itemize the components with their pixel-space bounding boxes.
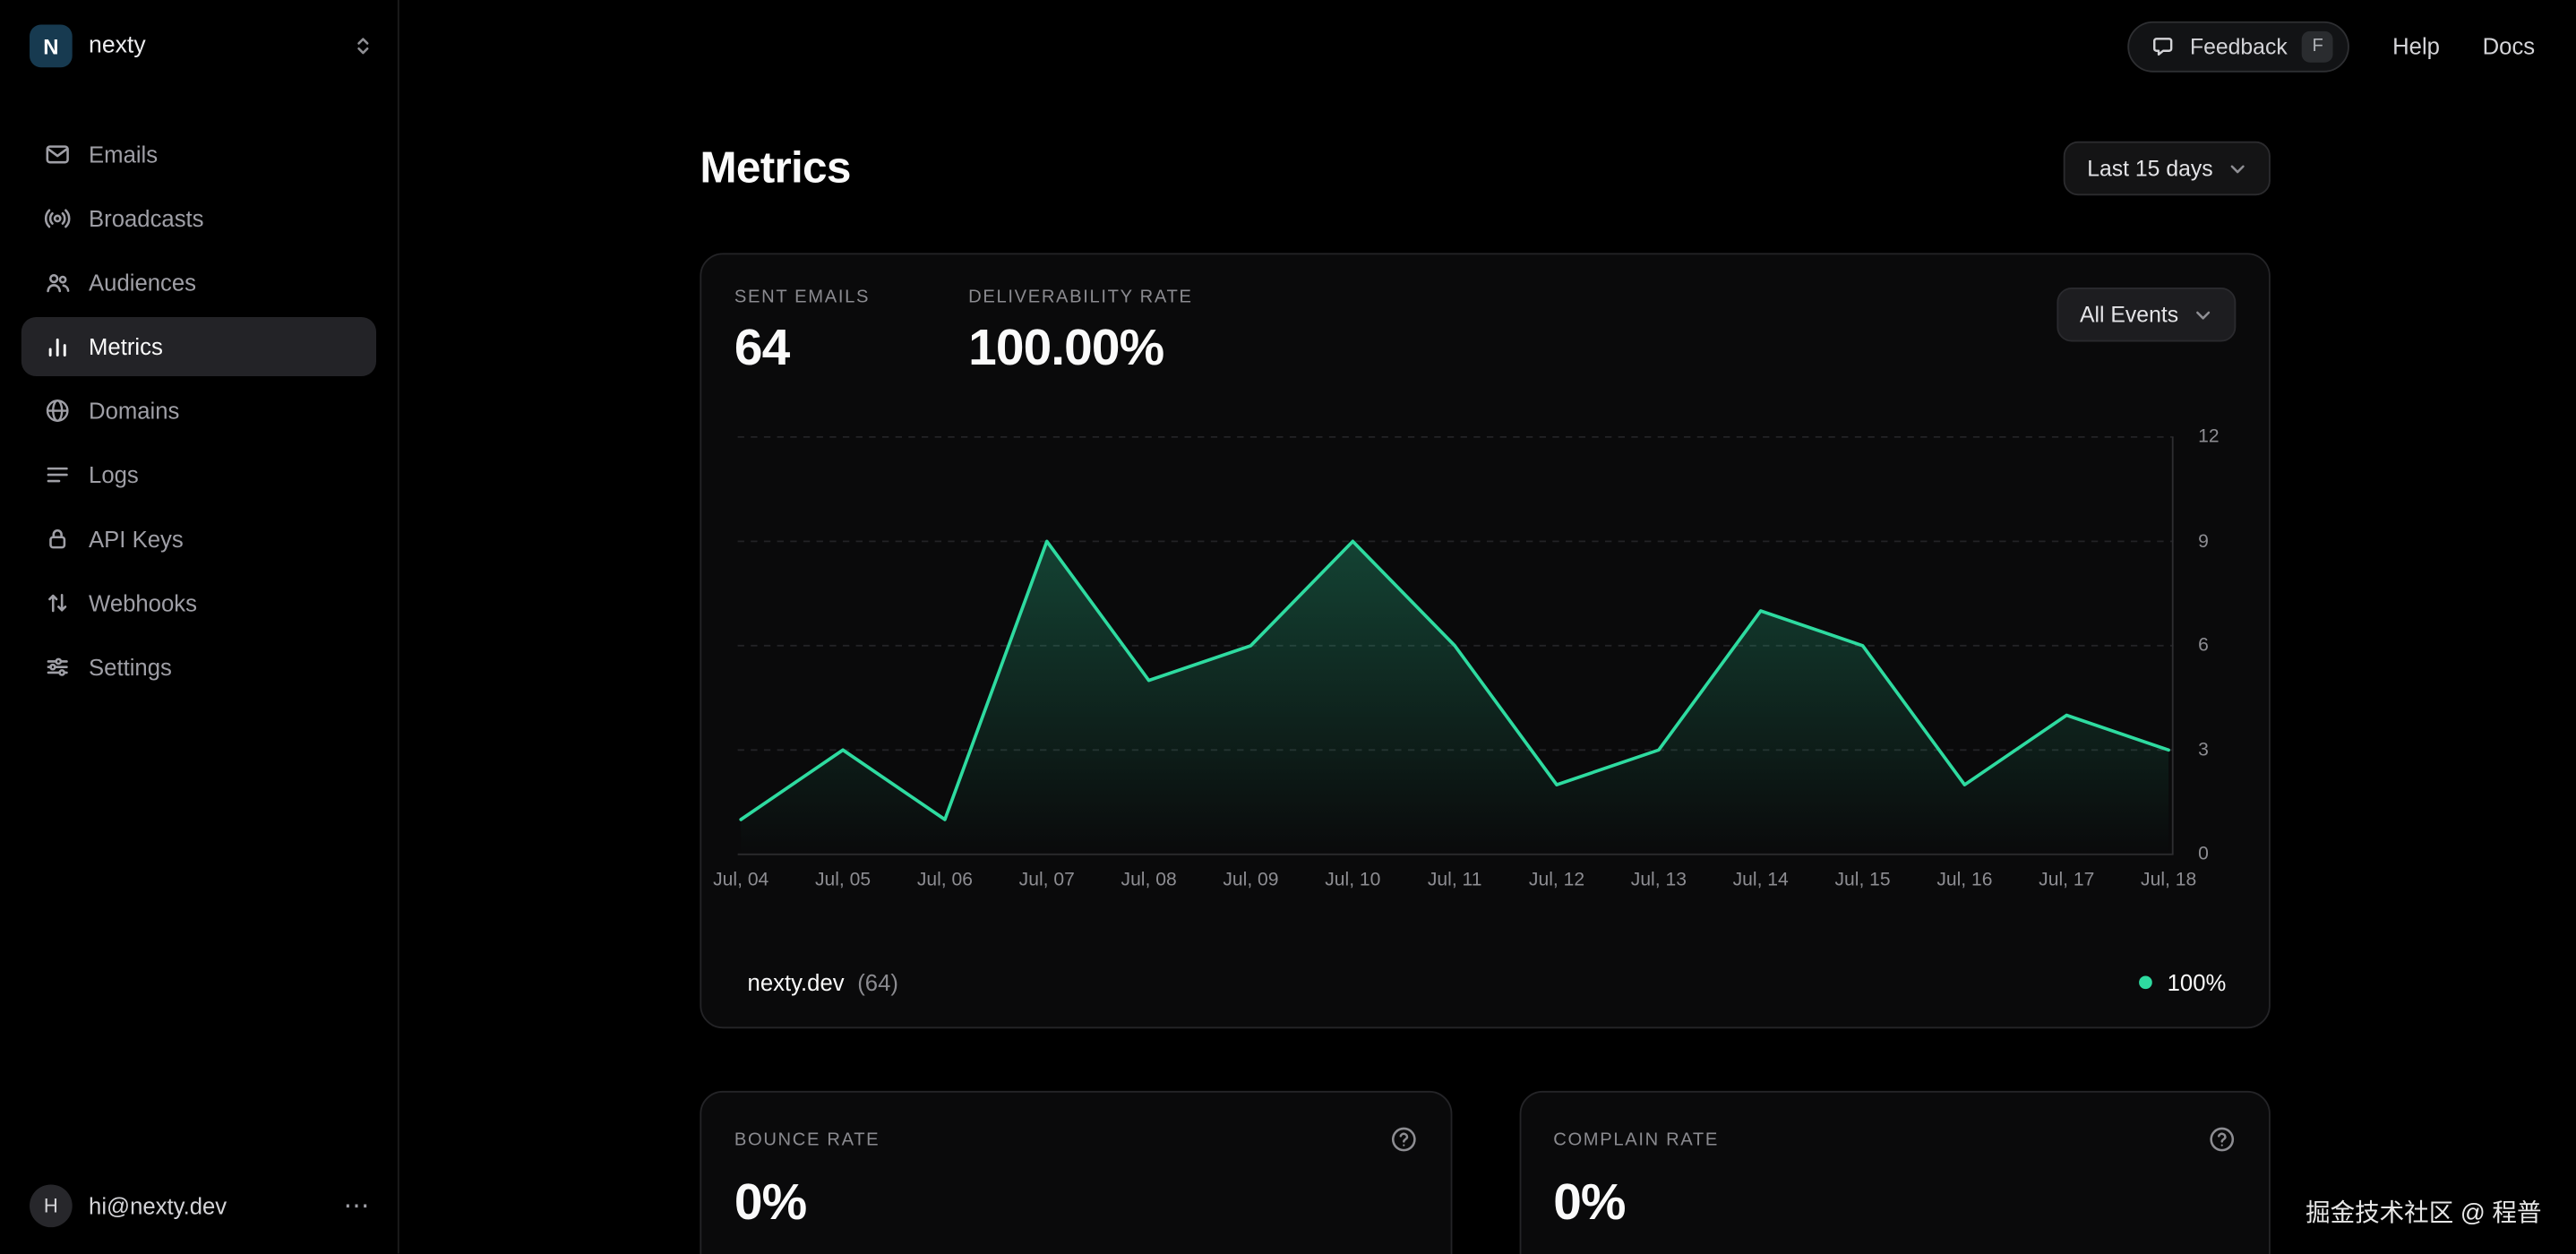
workspace-switcher[interactable]: N nexty [0, 0, 398, 92]
x-axis-labels: Jul, 04 Jul, 05 Jul, 06 Jul, 07 Jul, 08 Jul, … [713, 871, 2196, 900]
sidebar-item-label: Logs [89, 461, 139, 488]
y-tick-label: 0 [2198, 844, 2209, 864]
chart-legend: nexty.dev (64) 100% [734, 969, 2236, 995]
topbar: Feedback F Help Docs [399, 0, 2576, 92]
y-tick-label: 6 [2198, 635, 2209, 656]
docs-link[interactable]: Docs [2482, 32, 2536, 60]
sidebar-item-audiences[interactable]: Audiences [21, 253, 376, 312]
emails-area-chart: 0 3 6 9 12 Jul, 04 Jul, 05 Jul, 06 Jul, 07 Jul, … [713, 417, 2239, 904]
user-avatar: H [30, 1184, 73, 1228]
y-axis-labels: 0 3 6 9 12 [2186, 417, 2239, 864]
main-area: Feedback F Help Docs Metrics Last 15 day… [399, 0, 2576, 1254]
x-tick-label: Jul, 12 [1528, 871, 1585, 891]
y-tick-label: 3 [2198, 740, 2209, 760]
sent-emails-stat: SENT EMAILS 64 [734, 288, 870, 378]
feedback-button[interactable]: Feedback F [2127, 20, 2350, 72]
x-tick-label: Jul, 04 [713, 871, 769, 891]
bounce-rate-label: BOUNCE RATE [734, 1129, 880, 1150]
sidebar-item-api-keys[interactable]: API Keys [21, 510, 376, 569]
x-tick-label: Jul, 10 [1325, 871, 1381, 891]
users-icon [45, 270, 71, 296]
brand-logo: N [30, 24, 73, 68]
legend-count: (64) [857, 969, 898, 996]
feedback-label: Feedback [2189, 33, 2288, 59]
sidebar-item-label: Metrics [89, 333, 163, 360]
x-tick-label: Jul, 05 [814, 871, 872, 891]
bounce-rate-card: BOUNCE RATE 0% [700, 1090, 1452, 1254]
sidebar-item-metrics[interactable]: Metrics [21, 316, 377, 377]
bar-chart-icon [45, 333, 71, 359]
sidebar-item-label: Audiences [89, 269, 196, 296]
x-tick-label: Jul, 15 [1834, 871, 1891, 891]
arrows-up-down-icon [45, 589, 71, 615]
help-circle-icon[interactable] [1389, 1125, 1417, 1153]
workspace-name: nexty [89, 32, 146, 60]
sidebar-item-emails[interactable]: Emails [21, 125, 376, 184]
sent-emails-value: 64 [734, 318, 790, 377]
y-tick-label: 9 [2198, 531, 2209, 552]
legend-percent: 100% [2167, 969, 2227, 996]
bounce-rate-value: 0% [734, 1172, 807, 1231]
sidebar: N nexty Emails Broadcasts [0, 0, 399, 1254]
envelope-icon [45, 142, 71, 167]
sidebar-item-label: Broadcasts [89, 205, 204, 232]
sidebar-item-logs[interactable]: Logs [21, 445, 376, 504]
user-email: hi@nexty.dev [89, 1193, 228, 1220]
date-range-select[interactable]: Last 15 days [2064, 141, 2271, 196]
help-circle-icon[interactable] [2208, 1125, 2236, 1153]
globe-icon [45, 398, 71, 424]
legend-domain: nexty.dev [747, 969, 845, 996]
x-tick-label: Jul, 07 [1018, 871, 1075, 891]
y-tick-label: 12 [2198, 426, 2220, 447]
deliverability-value: 100.00% [968, 318, 1164, 377]
x-tick-label: Jul, 16 [1936, 871, 1993, 891]
sidebar-item-label: Domains [89, 397, 180, 425]
chat-bubble-icon [2151, 34, 2176, 59]
x-tick-label: Jul, 14 [1732, 871, 1789, 891]
help-link[interactable]: Help [2392, 32, 2440, 60]
sliders-icon [45, 654, 71, 680]
x-tick-label: Jul, 18 [2141, 871, 2197, 891]
x-tick-label: Jul, 09 [1223, 871, 1279, 891]
complain-rate-card: COMPLAIN RATE 0% [1518, 1090, 2271, 1254]
ellipsis-icon[interactable]: ⋯ [343, 1193, 372, 1222]
chart-canvas [737, 435, 2174, 855]
events-filter-select[interactable]: All Events [2057, 287, 2237, 342]
content: Metrics Last 15 days SENT EMAILS 64 D [700, 141, 2271, 1254]
sidebar-item-domains[interactable]: Domains [21, 382, 376, 441]
x-tick-label: Jul, 11 [1427, 871, 1482, 891]
watermark-text: 掘金技术社区 @ 程普 [2306, 1199, 2542, 1228]
complain-rate-label: COMPLAIN RATE [1553, 1129, 1719, 1150]
list-icon [45, 461, 71, 487]
sidebar-item-label: API Keys [89, 525, 184, 553]
complain-rate-value: 0% [1553, 1172, 1626, 1231]
x-tick-label: Jul, 06 [916, 871, 973, 891]
page-title: Metrics [700, 142, 851, 193]
legend-dot [2139, 975, 2153, 990]
x-tick-label: Jul, 17 [2039, 871, 2095, 891]
chevron-up-down-icon [352, 35, 375, 58]
metrics-chart-card: SENT EMAILS 64 DELIVERABILITY RATE 100.0… [700, 253, 2271, 1029]
sidebar-item-settings[interactable]: Settings [21, 638, 376, 697]
sidebar-item-webhooks[interactable]: Webhooks [21, 573, 376, 632]
broadcast-icon [44, 205, 71, 231]
sidebar-item-label: Webhooks [89, 589, 197, 616]
events-filter-value: All Events [2080, 302, 2179, 328]
sidebar-item-broadcasts[interactable]: Broadcasts [21, 189, 376, 248]
x-tick-label: Jul, 13 [1630, 871, 1687, 891]
sidebar-nav: Emails Broadcasts Audiences Metrics [0, 92, 398, 697]
x-tick-label: Jul, 08 [1121, 871, 1177, 891]
chevron-down-icon [2194, 305, 2213, 324]
deliverability-stat: DELIVERABILITY RATE 100.00% [968, 288, 1192, 378]
chevron-down-icon [2228, 159, 2247, 178]
feedback-shortcut-badge: F [2302, 30, 2334, 62]
deliverability-label: DELIVERABILITY RATE [968, 287, 1193, 307]
sidebar-item-label: Settings [89, 654, 172, 681]
user-account-row[interactable]: H hi@nexty.dev ⋯ [0, 1159, 398, 1254]
sent-emails-label: SENT EMAILS [734, 287, 871, 307]
lock-icon [45, 526, 71, 552]
date-range-value: Last 15 days [2087, 156, 2213, 181]
sidebar-item-label: Emails [89, 141, 159, 168]
